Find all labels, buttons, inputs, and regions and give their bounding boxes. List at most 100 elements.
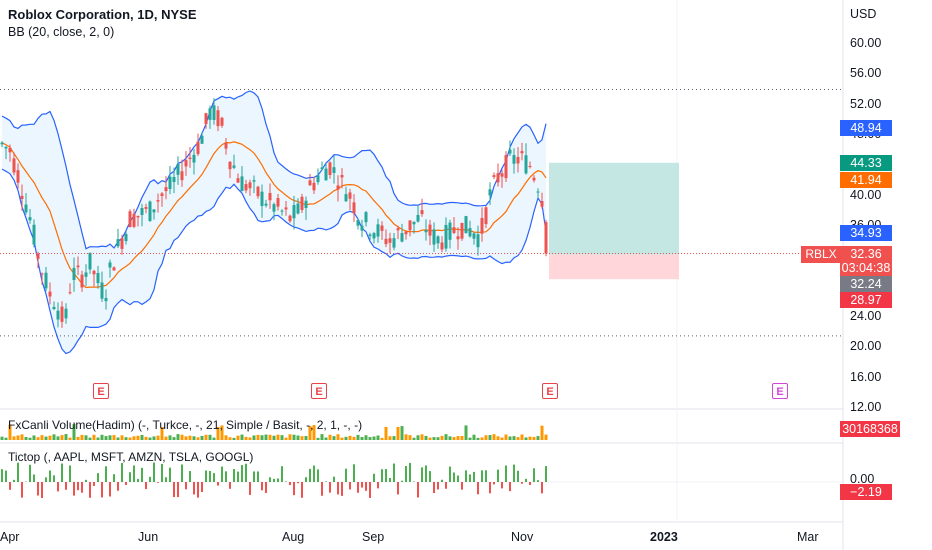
tictop-bar	[505, 465, 507, 482]
tictop-bar	[245, 463, 247, 482]
earnings-icon-may[interactable]: E	[93, 383, 109, 399]
tictop-bar	[305, 477, 307, 482]
candle-body	[200, 135, 204, 144]
volume-bar	[196, 437, 200, 440]
tictop-bar	[317, 469, 319, 482]
volume-bar	[372, 436, 376, 440]
price-tick-label: 16.00	[850, 369, 882, 384]
candle-body	[348, 192, 352, 199]
tictop-bar	[137, 478, 139, 482]
target-tag: 44.33	[840, 155, 892, 171]
candle-body	[496, 173, 500, 183]
time-tick-label: Mar	[797, 530, 819, 544]
tictop-bar	[301, 482, 303, 498]
volume-bar	[444, 434, 448, 440]
tictop-bar	[93, 482, 95, 486]
candle-body	[12, 158, 16, 173]
earnings-icon-aug[interactable]: E	[311, 383, 327, 399]
volume-bar	[64, 434, 68, 440]
tictop-bar	[421, 467, 423, 482]
tictop-bar	[385, 469, 387, 482]
tictop-bar	[425, 465, 427, 482]
tictop-bar	[525, 478, 527, 482]
tictop-bar	[473, 471, 475, 482]
candle-body	[52, 306, 56, 310]
bb-indicator-legend[interactable]: BB (20, close, 2, 0)	[8, 25, 115, 39]
tictop-bar	[517, 470, 519, 482]
candle-body	[20, 195, 24, 199]
candle-body	[4, 146, 8, 149]
candle-body	[28, 217, 32, 221]
volume-indicator-legend[interactable]: FxCanli Volume(Hadim) (-, Turkce, -, 21,…	[8, 418, 363, 432]
candle-body	[328, 162, 332, 175]
tictop-bar	[329, 482, 331, 493]
tictop-bar	[157, 482, 159, 483]
tictop-bar	[441, 479, 443, 482]
candle-body	[88, 252, 92, 270]
tictop-bar	[89, 482, 91, 498]
candle-body	[128, 211, 132, 228]
volume-bar	[380, 437, 384, 440]
volume-bar	[116, 437, 120, 440]
bollinger-bands	[1, 90, 547, 355]
tictop-bar	[129, 472, 131, 482]
tictop-bar	[417, 482, 419, 498]
stop-zone	[549, 254, 679, 280]
tictop-bar	[165, 477, 167, 482]
tictop-bar	[429, 471, 431, 482]
tictop-bar	[49, 470, 51, 482]
tictop-bar	[513, 464, 515, 482]
tictop-bar	[121, 462, 123, 482]
tictop-bar	[501, 482, 503, 489]
candle-body	[492, 175, 496, 177]
candle-body	[164, 187, 168, 192]
volume-bar	[228, 437, 232, 440]
price-tick-label: 40.00	[850, 187, 882, 202]
tictop-bar	[405, 465, 407, 482]
volume-bar	[536, 436, 540, 440]
candle-body	[248, 182, 252, 189]
tictop-bar	[29, 464, 31, 482]
volume-bar	[348, 435, 352, 440]
tictop-bar	[193, 482, 195, 495]
tictop-bar	[485, 470, 487, 482]
volume-bar	[8, 424, 12, 440]
candle-body	[80, 274, 84, 288]
volume-bar	[212, 437, 216, 440]
tictop-indicator-legend[interactable]: Tictop (, AAPL, MSFT, AMZN, TSLA, GOOGL)	[8, 450, 254, 464]
volume-bar	[92, 434, 96, 440]
earnings-icon-nov[interactable]: E	[542, 383, 558, 399]
target-zone	[549, 162, 679, 255]
tictop-bar	[77, 482, 79, 491]
candle-body	[148, 201, 152, 222]
chart-title[interactable]: Roblox Corporation, 1D, NYSE	[8, 7, 197, 22]
volume-bar	[440, 435, 444, 440]
volume-bar	[328, 434, 332, 440]
volume-bar	[280, 435, 284, 440]
volume-bar	[336, 434, 340, 440]
candle-body	[512, 155, 516, 164]
candle-body	[204, 113, 208, 124]
candle-body	[368, 234, 372, 237]
candle-body	[324, 168, 328, 181]
bb-basis-tag: 41.94	[840, 172, 892, 188]
volume-bar	[376, 435, 380, 440]
candle-body	[224, 142, 228, 149]
candle-body	[84, 272, 88, 277]
tictop-bar	[233, 469, 235, 482]
tictop-bar	[465, 470, 467, 482]
tictop-bar	[393, 463, 395, 482]
volume-bar	[320, 434, 324, 440]
tictop-bar	[509, 482, 511, 492]
candle-body	[108, 262, 112, 268]
candle-body	[136, 215, 140, 218]
candle-body	[356, 219, 360, 226]
volume-bar	[48, 435, 52, 440]
volume-bar	[512, 436, 516, 440]
candle-body	[124, 233, 128, 242]
tictop-bar	[469, 474, 471, 482]
earnings-icon-upcoming[interactable]: E	[772, 383, 788, 399]
volume-bar	[16, 435, 20, 440]
volume-bar	[188, 435, 192, 440]
